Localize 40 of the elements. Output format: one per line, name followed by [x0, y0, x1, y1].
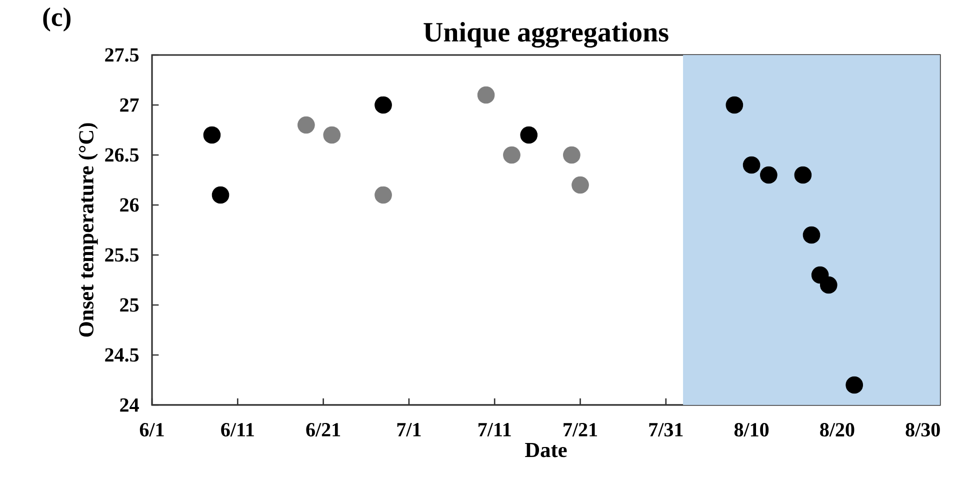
chart-title: Unique aggregations [424, 22, 668, 48]
y-axis-title: Onset temperature (°C) [78, 123, 98, 337]
x-tick-label: 8/20 [820, 423, 854, 437]
point [503, 146, 520, 164]
x-tick-label: 6/1 [140, 423, 164, 436]
x-tick-label: 7/21 [564, 423, 598, 436]
y-tick-label: 27 [120, 98, 139, 112]
x-tick-label: 7/31 [649, 423, 683, 436]
y-tick-label: 25.5 [105, 248, 139, 262]
x-axis-title: Date [525, 443, 567, 458]
point [477, 86, 495, 104]
point [374, 186, 392, 204]
point [563, 146, 580, 164]
point [802, 226, 820, 244]
y-tick-label: 27.5 [105, 48, 139, 62]
text: (c) [43, 7, 70, 32]
x-tick-label: 7/11 [478, 423, 511, 436]
point [374, 96, 392, 114]
y-tick-label: 26 [120, 198, 139, 212]
y-tick-label: 24 [120, 398, 139, 412]
point [742, 156, 760, 174]
x-tick-label: 6/11 [221, 423, 254, 436]
point [298, 116, 315, 134]
point [846, 376, 864, 394]
x-tick-label: 8/30 [906, 423, 940, 437]
point [520, 126, 538, 144]
point [572, 176, 589, 194]
y-tick-label: 25 [120, 298, 139, 312]
x-tick-label: 7/1 [397, 423, 421, 436]
point [760, 166, 778, 184]
point [203, 126, 221, 144]
x-tick-label: 6/21 [306, 423, 340, 436]
point [212, 186, 230, 204]
point [323, 126, 341, 144]
x-tick-label: 8/10 [734, 423, 769, 437]
y-tick-label: 26.5 [105, 148, 139, 162]
point [794, 166, 812, 184]
point [726, 96, 744, 114]
y-tick-label: 24.5 [105, 348, 139, 362]
point [820, 276, 838, 294]
